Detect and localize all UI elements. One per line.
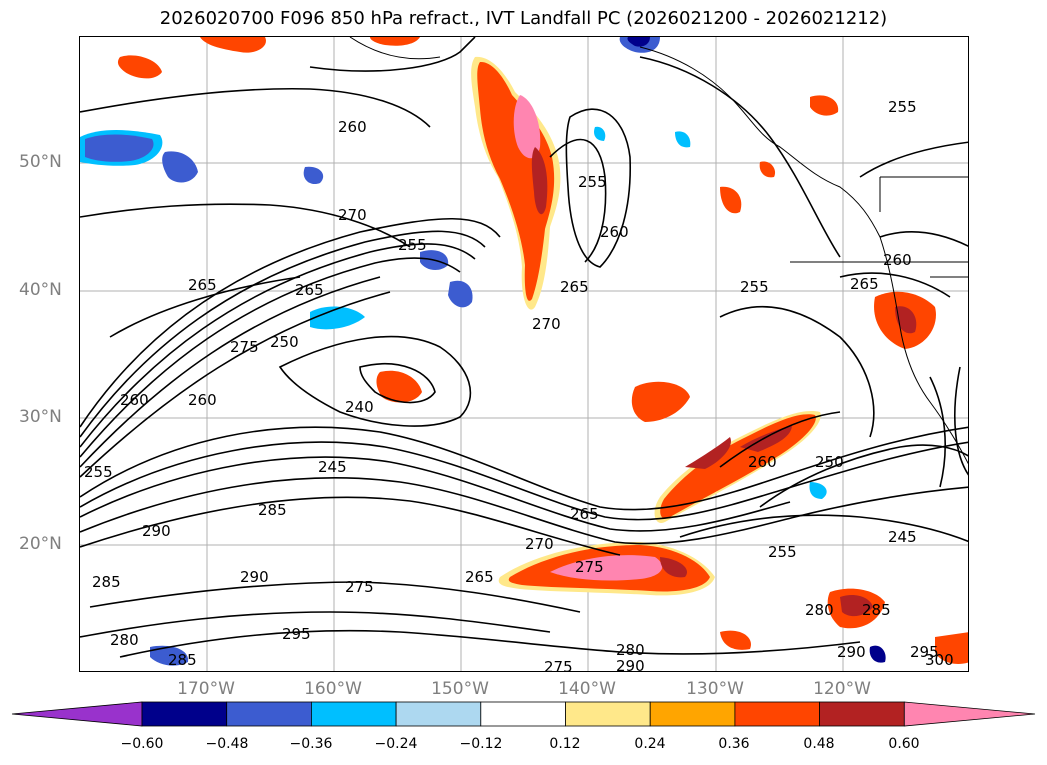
colorbar-tick-label: 0.24: [634, 736, 666, 752]
contour-label: 265: [850, 275, 879, 293]
colorbar-tick-label: −0.60: [120, 736, 164, 752]
lon-label-150w: 150°W: [431, 679, 489, 699]
colorbar-extend-low: [11, 701, 143, 727]
contour-label: 270: [532, 315, 561, 333]
contour-label: 270: [525, 535, 554, 553]
colorbar-cell: [310, 701, 397, 727]
contour-label: 265: [560, 278, 589, 296]
contour-label: 265: [188, 276, 217, 294]
contour-label: 255: [578, 173, 607, 191]
contour-label: 265: [570, 505, 599, 523]
contour-label: 290: [837, 643, 866, 661]
contour-label: 255: [84, 463, 113, 481]
contour-label: 290: [240, 568, 269, 586]
contour-label: 275: [230, 338, 259, 356]
colorbar-extend-high: [903, 701, 1036, 727]
contour-label: 255: [768, 543, 797, 561]
contour-label: 290: [142, 522, 171, 540]
contour-label: 300: [925, 651, 954, 669]
contour-label: 260: [120, 391, 149, 409]
colorbar: [11, 701, 1036, 727]
colorbar-cell: [734, 701, 821, 727]
contour-label: 245: [318, 458, 347, 476]
lat-label-20n: 20°N: [19, 534, 62, 554]
graticule: [80, 37, 968, 671]
contour-label: 260: [600, 223, 629, 241]
lon-label-170w: 170°W: [177, 679, 235, 699]
coastlines: [349, 37, 968, 465]
contour-labels: 260 270 255 265 275 250 260 265 260 255 …: [84, 98, 954, 672]
contour-label: 280: [616, 641, 645, 659]
contour-label: 285: [258, 501, 287, 519]
contour-label: 260: [188, 391, 217, 409]
contour-label: 240: [345, 398, 374, 416]
contour-label: 265: [465, 568, 494, 586]
contour-label: 255: [398, 236, 427, 254]
lon-label-130w: 130°W: [686, 679, 744, 699]
contour-label: 260: [338, 118, 367, 136]
colorbar-cell: [819, 701, 905, 727]
colorbar-tick-label: −0.36: [289, 736, 333, 752]
contour-label: 275: [544, 658, 573, 672]
contour-label: 295: [910, 643, 939, 661]
contour-label: 280: [110, 631, 139, 649]
colorbar-cell: [395, 701, 482, 727]
contour-label: 285: [862, 601, 891, 619]
lon-label-120w: 120°W: [813, 679, 871, 699]
colorbar-cell: [480, 701, 566, 727]
colorbar-cell: [565, 701, 651, 727]
contour-label: 285: [168, 651, 197, 669]
colorbar-tick-label: 0.48: [803, 736, 835, 752]
contour-label: 250: [270, 333, 299, 351]
colorbar-tick-label: −0.48: [205, 736, 249, 752]
contour-label: 275: [345, 578, 374, 596]
lon-label-140w: 140°W: [558, 679, 616, 699]
contour-label: 260: [883, 251, 912, 269]
colorbar-cell: [226, 701, 312, 727]
refractivity-shading: [80, 37, 968, 666]
contour-label: 245: [888, 528, 917, 546]
colorbar-tick-label: −0.24: [374, 736, 418, 752]
colorbar-cell: [141, 701, 228, 727]
contour-label: 290: [616, 657, 645, 672]
contour-label: 265: [295, 281, 324, 299]
map-title: 2026020700 F096 850 hPa refract., IVT La…: [159, 8, 888, 29]
contour-label: 285: [92, 573, 121, 591]
contour-label: 295: [282, 625, 311, 643]
colorbar-cell: [649, 701, 736, 727]
colorbar-tick-label: 0.36: [718, 736, 750, 752]
colorbar-tick-label: 0.12: [549, 736, 581, 752]
contour-label: 275: [575, 558, 604, 576]
colorbar-tick-label: −0.12: [459, 736, 503, 752]
contour-label: 255: [740, 278, 769, 296]
colorbar-tick-label: 0.60: [888, 736, 920, 752]
lon-label-160w: 160°W: [304, 679, 362, 699]
contour-label: 250: [815, 453, 844, 471]
map-plot-area: 260 270 255 265 275 250 260 265 260 255 …: [79, 36, 969, 672]
contour-label: 260: [748, 453, 777, 471]
contour-label: 255: [888, 98, 917, 116]
contour-label: 280: [805, 601, 834, 619]
lat-label-40n: 40°N: [19, 280, 62, 300]
contour-lines: [80, 37, 968, 658]
lat-label-30n: 30°N: [19, 407, 62, 427]
lat-label-50n: 50°N: [19, 152, 62, 172]
map-canvas: 260 270 255 265 275 250 260 265 260 255 …: [80, 37, 968, 672]
contour-label: 270: [338, 206, 367, 224]
